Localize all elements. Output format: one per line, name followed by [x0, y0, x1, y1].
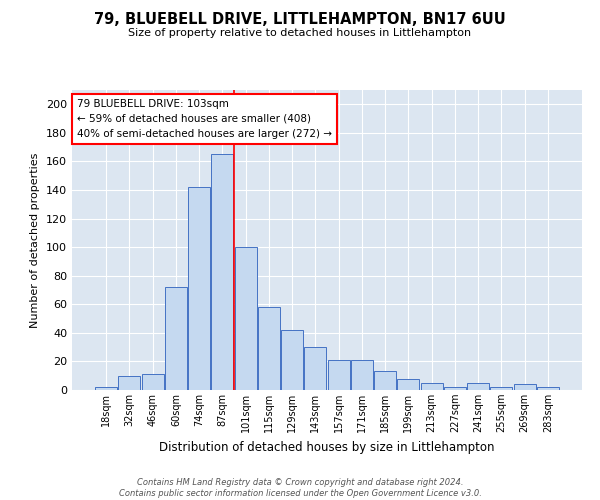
Text: 79 BLUEBELL DRIVE: 103sqm
← 59% of detached houses are smaller (408)
40% of semi: 79 BLUEBELL DRIVE: 103sqm ← 59% of detac… [77, 99, 332, 138]
Bar [95, 387, 117, 390]
Bar [304, 347, 326, 390]
Bar [397, 378, 419, 390]
Bar [235, 247, 257, 390]
Bar [490, 387, 512, 390]
Bar [374, 372, 396, 390]
Bar [421, 383, 443, 390]
Bar [258, 307, 280, 390]
Bar [188, 187, 210, 390]
Bar [351, 360, 373, 390]
Bar [514, 384, 536, 390]
Bar [328, 360, 350, 390]
Bar [281, 330, 303, 390]
Bar [444, 387, 466, 390]
Bar [537, 387, 559, 390]
Text: Contains HM Land Registry data © Crown copyright and database right 2024.
Contai: Contains HM Land Registry data © Crown c… [119, 478, 481, 498]
Y-axis label: Number of detached properties: Number of detached properties [31, 152, 40, 328]
Bar [467, 383, 489, 390]
X-axis label: Distribution of detached houses by size in Littlehampton: Distribution of detached houses by size … [159, 440, 495, 454]
Bar [142, 374, 164, 390]
Text: 79, BLUEBELL DRIVE, LITTLEHAMPTON, BN17 6UU: 79, BLUEBELL DRIVE, LITTLEHAMPTON, BN17 … [94, 12, 506, 28]
Bar [165, 287, 187, 390]
Text: Size of property relative to detached houses in Littlehampton: Size of property relative to detached ho… [128, 28, 472, 38]
Bar [118, 376, 140, 390]
Bar [211, 154, 233, 390]
